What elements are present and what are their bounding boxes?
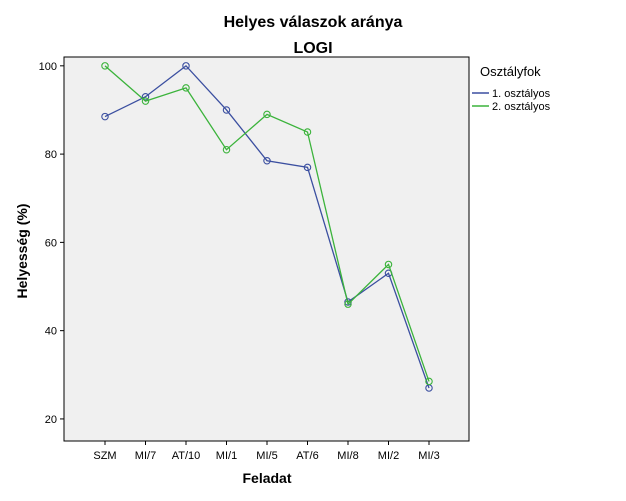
y-axis: 20 40 60 80 100 <box>39 61 64 426</box>
x-tick-label: SZM <box>93 450 116 462</box>
series-2-point <box>303 128 312 136</box>
series-2-point <box>222 145 231 154</box>
y-tick-label: 40 <box>45 326 57 338</box>
x-tick-label: AT/10 <box>172 450 201 462</box>
series-1-point <box>141 92 150 101</box>
x-tick-label: MI/1 <box>216 450 237 462</box>
x-axis: SZM MI/7 AT/10 MI/1 MI/5 AT/6 MI/8 MI/2 MI/3 <box>93 441 440 462</box>
series-1-point <box>101 112 109 121</box>
series-layer <box>101 62 433 392</box>
series-2-point <box>141 97 150 105</box>
series-2-point <box>344 300 352 308</box>
x-tick-label: AT/6 <box>296 450 318 462</box>
x-tick-label: MI/2 <box>378 450 399 462</box>
legend-label-2: 2. osztályos <box>492 101 551 113</box>
y-axis-title: Helyesség (%) <box>14 204 30 299</box>
plot-area <box>63 56 470 442</box>
x-tick-label: MI/7 <box>135 450 156 462</box>
y-tick-label: 100 <box>39 61 57 73</box>
series-2-point <box>384 260 393 269</box>
legend-title: Osztályfok <box>480 64 541 79</box>
series-1-point <box>182 62 190 70</box>
chart-subtitle: LOGI <box>293 40 332 57</box>
series-1-point <box>263 156 271 165</box>
series-2-point <box>182 84 190 92</box>
series-1-point <box>222 106 231 114</box>
x-tick-label: MI/5 <box>256 450 277 462</box>
y-tick-label: 80 <box>45 149 57 161</box>
y-tick-label: 20 <box>45 414 57 426</box>
series-1-point <box>344 298 352 306</box>
series-line-2 <box>104 65 430 382</box>
legend-label-1: 1. osztályos <box>492 88 551 100</box>
series-2-point <box>263 110 271 119</box>
x-axis-title: Feladat <box>242 470 291 486</box>
x-tick-label: MI/8 <box>337 450 358 462</box>
y-tick-label: 60 <box>45 237 57 249</box>
series-line-1 <box>104 64 430 389</box>
series-2-point <box>101 62 109 70</box>
x-tick-label: MI/3 <box>418 450 439 462</box>
series-1-point <box>303 163 312 172</box>
series-2-point <box>425 377 433 386</box>
chart-title: Helyes válaszok aránya <box>224 14 403 31</box>
